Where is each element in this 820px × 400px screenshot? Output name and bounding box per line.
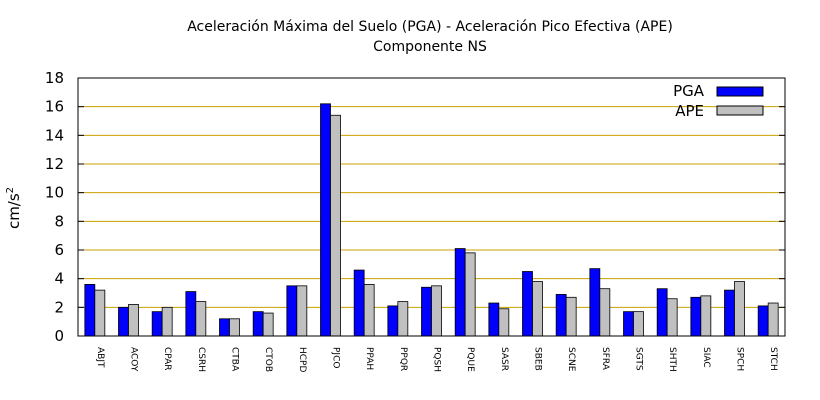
x-tick-label: CSRH: [196, 347, 206, 372]
bar-pga-abjt: [84, 283, 96, 337]
bar-pga-sasr: [488, 302, 500, 337]
bar-ape-cpar: [161, 306, 173, 337]
x-tick-label: PQSH: [432, 347, 442, 372]
bar-ape-sfra: [599, 288, 611, 337]
legend-label-ape: APE: [675, 102, 704, 120]
bar-pga-acoy: [118, 306, 129, 337]
y-ticks: 0 2 4 6 8 10 12 14 16 18: [45, 69, 785, 345]
legend: PGA APE: [673, 82, 764, 120]
x-tick-label: SASR: [499, 347, 509, 371]
x-tick-label: HCPD: [297, 347, 307, 372]
bar-ape-ppqr: [397, 301, 409, 337]
bar-pga-stch: [757, 305, 769, 337]
bar-ape-stch: [767, 302, 779, 337]
bar-pga-pjco: [320, 103, 331, 337]
bar-ape-acoy: [128, 304, 139, 337]
bar-pga-scne: [555, 294, 567, 337]
bar-pga-sgts: [623, 311, 634, 337]
x-tick-label: SBEB: [533, 347, 543, 371]
bar-pga-csrh: [185, 291, 197, 337]
y-tick-label: 6: [54, 241, 64, 259]
bar-ape-pjco: [330, 114, 341, 337]
bar-ape-sasr: [498, 308, 510, 337]
bar-ape-ctba: [229, 318, 240, 337]
x-tick-label: PJCO: [331, 347, 341, 368]
x-tick-label: PPQR: [398, 347, 408, 371]
y-tick-label: 12: [45, 155, 64, 173]
bar-pga-hcpd: [286, 285, 298, 337]
bar-ape-ppah: [363, 283, 375, 337]
x-tick-label: SIAC: [701, 347, 711, 368]
y-tick-label: 18: [45, 69, 64, 87]
bar-pga-ppqr: [387, 305, 399, 337]
bar-pga-ppah: [353, 269, 365, 337]
bar-pga-sbeb: [522, 271, 533, 337]
grid-lines: [78, 106, 785, 308]
x-tick-label: STCH: [768, 347, 778, 371]
bar-pga-sfra: [589, 268, 601, 337]
x-tick-label: CTOB: [263, 347, 273, 372]
bar-ape-shth: [666, 298, 678, 337]
bar-ape-sgts: [633, 311, 644, 337]
bar-ape-ctob: [262, 312, 274, 337]
plot-frame: [77, 77, 786, 337]
bar-ape-scne: [565, 296, 577, 337]
x-ticks: ABJT ACOY CPAR CSRH CTBA CTOB HCPD PJCO PPAH PPQR…: [95, 347, 778, 372]
y-tick-label: 10: [45, 184, 64, 202]
y-tick-label: 0: [54, 327, 64, 345]
x-tick-label: SHTH: [667, 347, 677, 372]
x-tick-label: SPCH: [735, 347, 745, 371]
bar-pga-pque: [454, 248, 466, 337]
x-tick-label: CPAR: [162, 347, 172, 371]
y-tick-label: 8: [54, 212, 64, 230]
legend-label-pga: PGA: [673, 82, 705, 100]
bar-ape-pqsh: [431, 285, 442, 337]
bar-ape-csrh: [195, 301, 207, 337]
bar-pga-cpar: [151, 311, 163, 337]
y-tick-label: 2: [54, 298, 64, 316]
legend-swatch-pga: [716, 86, 764, 97]
y-tick-label: 16: [45, 98, 64, 116]
bar-pga-shth: [656, 288, 668, 337]
bar-ape-hcpd: [296, 285, 308, 337]
bar-pga-ctba: [219, 318, 230, 337]
bars: [84, 103, 779, 337]
chart-title: Aceleración Máxima del Suelo (PGA) - Ace…: [187, 19, 673, 35]
x-tick-label: CTBA: [230, 347, 240, 372]
x-tick-label: ABJT: [95, 347, 105, 368]
bar-ape-sbeb: [532, 281, 543, 337]
x-tick-label: SFRA: [600, 347, 610, 371]
x-tick-label: PQUE: [465, 347, 475, 372]
x-tick-label: SCNE: [566, 347, 576, 372]
chart-subtitle: Componente NS: [373, 39, 487, 55]
bar-pga-pqsh: [421, 286, 432, 337]
bar-pga-spch: [724, 289, 735, 337]
legend-swatch-ape: [716, 105, 764, 116]
x-tick-label: ACOY: [129, 347, 139, 372]
y-axis-label: cm/s2: [5, 187, 23, 229]
x-tick-label: PPAH: [364, 347, 374, 370]
bar-ape-siac: [700, 295, 712, 337]
bar-ape-pque: [464, 252, 476, 337]
bar-ape-spch: [734, 281, 745, 337]
y-tick-label: 4: [54, 270, 64, 288]
y-tick-label: 14: [45, 126, 64, 144]
bar-ape-abjt: [94, 289, 106, 337]
bar-pga-siac: [690, 296, 702, 337]
bar-pga-ctob: [252, 311, 264, 337]
x-tick-label: SGTS: [634, 347, 644, 371]
